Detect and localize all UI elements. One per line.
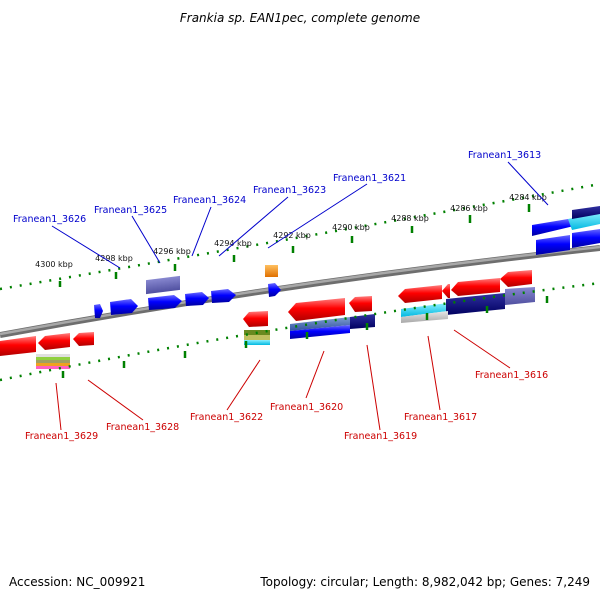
gene-label-franean1-3626[interactable]: Franean1_3626	[13, 214, 86, 225]
gene-feature-band[interactable]	[572, 229, 600, 248]
gene-arrow-forward[interactable]	[148, 295, 182, 310]
tick-label: 4298 kbp	[95, 254, 133, 263]
gene-label-franean1-3628[interactable]: Franean1_3628	[106, 422, 179, 433]
gene-label-franean1-3619[interactable]: Franean1_3619	[344, 431, 417, 442]
gene-feature-band[interactable]	[350, 314, 375, 329]
map-title: Frankia sp. EAN1pec, complete genome	[180, 11, 420, 25]
gene-label-franean1-3620[interactable]: Franean1_3620	[270, 402, 343, 413]
tick-label: 4296 kbp	[153, 247, 191, 256]
gene-arrow-forward[interactable]	[536, 235, 570, 255]
gene-arrow-reverse[interactable]	[349, 296, 372, 312]
gene-label-franean1-3624[interactable]: Franean1_3624	[173, 195, 246, 206]
gene-feature-band[interactable]	[401, 311, 448, 323]
tick-label: 4300 kbp	[35, 260, 73, 269]
reverse-major-ticks	[61, 296, 549, 378]
gene-arrow-reverse[interactable]	[0, 336, 36, 356]
reverse-tick-track	[0, 281, 600, 382]
gene-label-franean1-3629[interactable]: Franean1_3629	[25, 431, 98, 442]
gene-arrow-reverse[interactable]	[243, 311, 268, 327]
gene-feature-band[interactable]	[146, 275, 180, 295]
gene-arrow-reverse[interactable]	[288, 298, 345, 321]
gene-arrow-forward[interactable]	[268, 283, 281, 297]
gene-label-franean1-3621[interactable]: Franean1_3621	[333, 173, 406, 184]
gene-arrow-reverse[interactable]	[398, 285, 442, 303]
genome-summary-text: Topology: circular; Length: 8,982,042 bp…	[259, 575, 590, 589]
tick-label: 4286 kbp	[450, 204, 488, 213]
gene-arrow-forward[interactable]	[211, 289, 236, 303]
gene-feature-band[interactable]	[568, 212, 600, 230]
forward-strand-features[interactable]	[94, 206, 600, 318]
gene-arrow-reverse[interactable]	[451, 278, 500, 296]
genome-backbone	[0, 245, 600, 338]
forward-major-ticks	[58, 204, 531, 287]
gene-label-franean1-3622[interactable]: Franean1_3622	[190, 412, 263, 423]
gene-feature-band[interactable]	[505, 287, 535, 305]
gene-feature-band[interactable]	[401, 303, 448, 317]
reverse-gene-labels: Franean1_3629 Franean1_3628 Franean1_362…	[25, 370, 548, 442]
gene-arrow-forward[interactable]	[110, 299, 138, 315]
forward-callout-lines	[51, 161, 549, 269]
gene-arrow-reverse[interactable]	[442, 284, 450, 298]
accession-text: Accession: NC_009921	[9, 575, 145, 589]
tick-label: 4288 kbp	[391, 214, 429, 223]
gene-arrow-reverse[interactable]	[73, 332, 94, 346]
gene-arrow-reverse[interactable]	[38, 333, 70, 350]
gene-arrow-forward[interactable]	[185, 292, 209, 306]
gene-label-franean1-3616[interactable]: Franean1_3616	[475, 370, 548, 381]
gene-feature-band[interactable]	[446, 293, 505, 315]
reverse-strand-features[interactable]	[0, 270, 535, 369]
forward-gene-labels: Franean1_3626 Franean1_3625 Franean1_362…	[13, 150, 541, 225]
multi-feature-stack[interactable]	[36, 354, 70, 369]
forward-tick-track	[0, 182, 600, 291]
gene-label-franean1-3613[interactable]: Franean1_3613	[468, 150, 541, 161]
gene-label-franean1-3625[interactable]: Franean1_3625	[94, 205, 167, 216]
gene-feature-band[interactable]	[265, 265, 278, 277]
reverse-callout-lines	[55, 329, 511, 431]
gene-feature-band[interactable]	[572, 206, 600, 219]
gene-label-franean1-3623[interactable]: Franean1_3623	[253, 185, 326, 196]
gene-arrow-forward[interactable]	[532, 219, 574, 236]
gene-arrow-forward[interactable]	[94, 304, 103, 318]
gene-arrow-reverse[interactable]	[500, 270, 532, 287]
gene-feature-band[interactable]	[290, 325, 350, 339]
gene-label-franean1-3617[interactable]: Franean1_3617	[404, 412, 477, 423]
tick-label: 4284 kbp	[509, 193, 547, 202]
tick-label: 4292 kbp	[273, 231, 311, 240]
tick-label: 4290 kbp	[332, 223, 370, 232]
